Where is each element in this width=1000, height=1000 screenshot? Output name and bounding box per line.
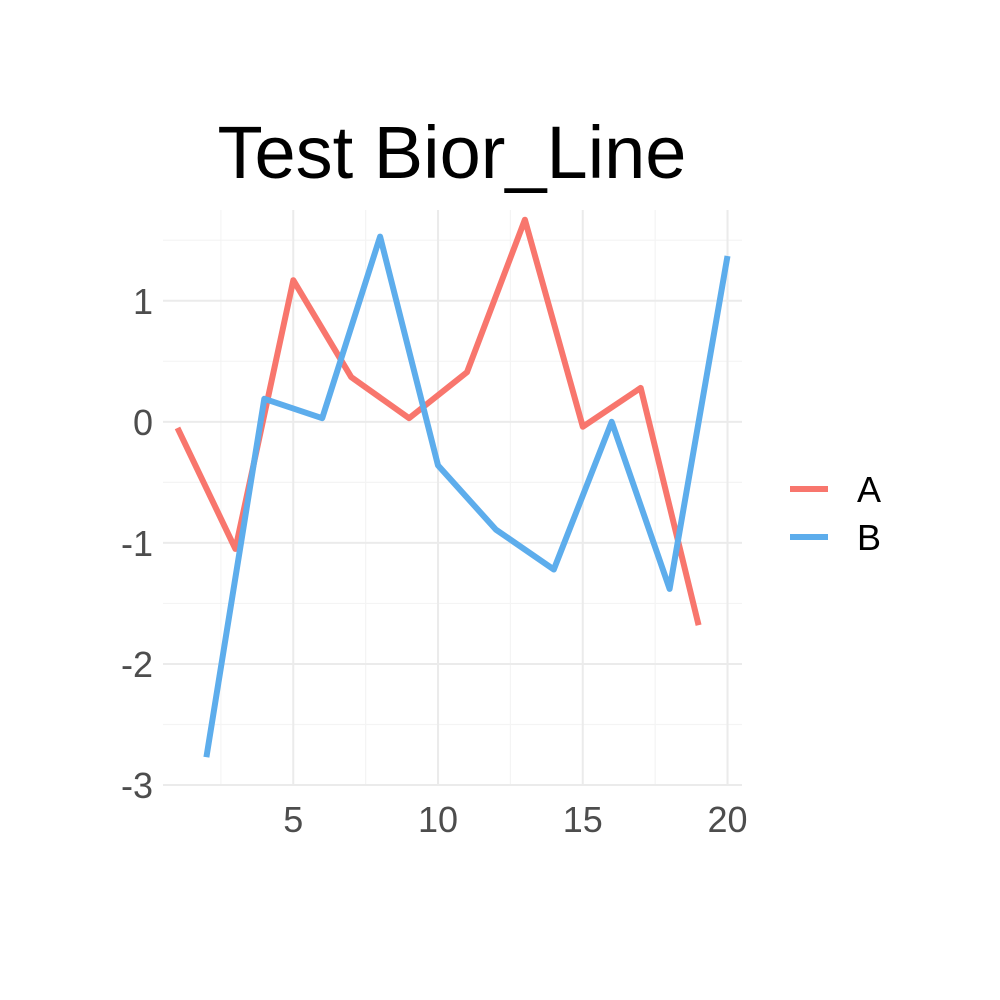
x-tick-label: 5 bbox=[283, 799, 303, 840]
x-tick-label: 20 bbox=[708, 799, 748, 840]
series-lines bbox=[174, 216, 731, 758]
y-tick-label: -1 bbox=[121, 523, 153, 564]
chart-title: Test Bior_Line bbox=[218, 111, 687, 194]
x-tick-label: 15 bbox=[563, 799, 603, 840]
x-axis-ticks: 5 10 15 20 bbox=[283, 799, 747, 840]
legend: AB bbox=[790, 469, 881, 558]
y-tick-label: -2 bbox=[121, 644, 153, 685]
y-tick-label: 1 bbox=[133, 281, 153, 322]
y-tick-label: -3 bbox=[121, 765, 153, 806]
legend-label-b: B bbox=[857, 517, 881, 558]
x-tick-label: 10 bbox=[418, 799, 458, 840]
grid bbox=[163, 210, 742, 786]
y-axis-ticks: 1 0 -1 -2 -3 bbox=[121, 281, 153, 806]
series-line-b bbox=[203, 233, 731, 758]
y-tick-label: 0 bbox=[133, 402, 153, 443]
legend-label-a: A bbox=[857, 469, 881, 510]
